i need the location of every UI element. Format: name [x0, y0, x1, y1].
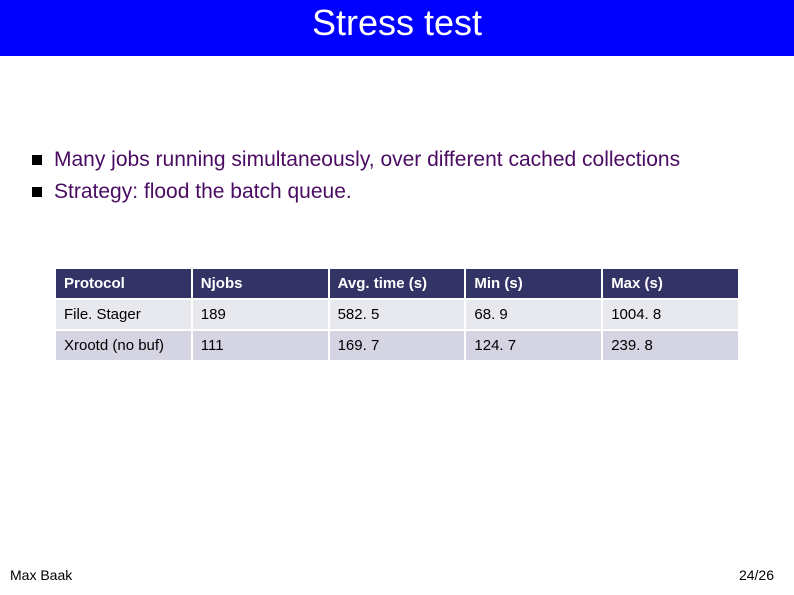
title-bar: Stress test [0, 0, 794, 56]
bullet-list: Many jobs running simultaneously, over d… [32, 146, 762, 207]
cell-njobs: 189 [192, 299, 329, 330]
footer: Max Baak 24/26 [0, 567, 794, 583]
bullet-text: Many jobs running simultaneously, over d… [54, 146, 762, 174]
col-max: Max (s) [602, 268, 739, 299]
content-area: Many jobs running simultaneously, over d… [0, 56, 794, 362]
table-header-row: Protocol Njobs Avg. time (s) Min (s) Max… [55, 268, 739, 299]
cell-min: 68. 9 [465, 299, 602, 330]
bullet-item: Strategy: flood the batch queue. [32, 178, 762, 206]
bullet-text: Strategy: flood the batch queue. [54, 178, 762, 206]
cell-min: 124. 7 [465, 330, 602, 361]
results-table: Protocol Njobs Avg. time (s) Min (s) Max… [54, 267, 740, 362]
cell-protocol: Xrootd (no buf) [55, 330, 192, 361]
col-njobs: Njobs [192, 268, 329, 299]
cell-avg: 582. 5 [329, 299, 466, 330]
results-table-wrap: Protocol Njobs Avg. time (s) Min (s) Max… [54, 267, 740, 362]
cell-max: 239. 8 [602, 330, 739, 361]
cell-njobs: 111 [192, 330, 329, 361]
bullet-item: Many jobs running simultaneously, over d… [32, 146, 762, 174]
cell-protocol: File. Stager [55, 299, 192, 330]
col-min: Min (s) [465, 268, 602, 299]
table-row: Xrootd (no buf) 111 169. 7 124. 7 239. 8 [55, 330, 739, 361]
page-number: 24/26 [739, 567, 774, 583]
square-bullet-icon [32, 187, 42, 197]
cell-max: 1004. 8 [602, 299, 739, 330]
square-bullet-icon [32, 155, 42, 165]
col-avg-time: Avg. time (s) [329, 268, 466, 299]
author-name: Max Baak [10, 567, 72, 583]
slide-title: Stress test [312, 2, 482, 44]
cell-avg: 169. 7 [329, 330, 466, 361]
table-row: File. Stager 189 582. 5 68. 9 1004. 8 [55, 299, 739, 330]
col-protocol: Protocol [55, 268, 192, 299]
